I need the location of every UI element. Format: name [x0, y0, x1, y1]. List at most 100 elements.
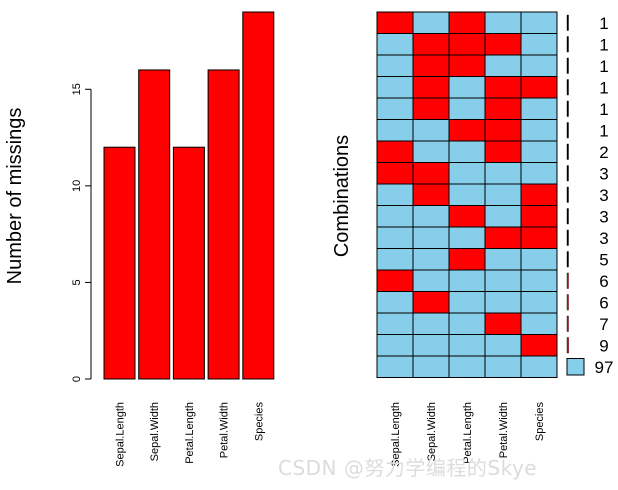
combination-proportion-bar [566, 165, 569, 182]
combination-count-label: 6 [599, 272, 608, 291]
combination-count-label: 1 [599, 121, 608, 140]
combination-proportion-bar [566, 229, 569, 246]
combination-cell [376, 183, 414, 206]
combination-cell [376, 355, 414, 378]
combination-cell [412, 140, 450, 163]
combination-count-label: 6 [599, 293, 608, 312]
combination-cell [448, 11, 486, 34]
combination-cell [376, 248, 414, 271]
bar [103, 146, 136, 380]
combination-cell [520, 312, 558, 335]
bar [138, 69, 171, 380]
combination-cell [448, 140, 486, 163]
combination-count-label: 1 [599, 78, 608, 97]
combination-cell [448, 269, 486, 292]
combinations-heatmap: Combinations 1 1 1 1 1 1 2 3 3 3 3 5 6 6 7 9 97 Sepal.Leng… [331, 11, 614, 467]
combination-cell [412, 205, 450, 228]
combination-cell [376, 334, 414, 357]
x-variable-label: Sepal.Width [426, 402, 438, 461]
combination-cell [484, 54, 522, 77]
combination-cell [520, 140, 558, 163]
combination-cell [412, 312, 450, 335]
combination-cell [376, 140, 414, 163]
combination-cell [448, 162, 486, 185]
combination-cell [520, 269, 558, 292]
combination-cell [412, 162, 450, 185]
combination-cell [520, 334, 558, 357]
combination-cell [484, 334, 522, 357]
combination-cell [376, 312, 414, 335]
combination-cell [412, 291, 450, 314]
combination-cell [376, 97, 414, 120]
combination-count-label: 1 [599, 100, 608, 119]
combination-cell [448, 312, 486, 335]
combination-proportion-bar [566, 122, 569, 139]
combination-cell [412, 226, 450, 249]
combination-cell [484, 183, 522, 206]
combination-cell [520, 76, 558, 99]
x-variable-label: Petal.Length [462, 402, 474, 464]
combination-count-label: 3 [599, 164, 608, 183]
combination-proportion-bar [566, 186, 569, 203]
x-variable-label: Sepal.Length [390, 402, 402, 467]
combination-cell [448, 183, 486, 206]
combination-cell [520, 54, 558, 77]
combination-proportion-bar [566, 251, 569, 268]
combination-cell [484, 248, 522, 271]
combination-cell [484, 291, 522, 314]
combination-cell [448, 97, 486, 120]
combination-cell [520, 97, 558, 120]
combination-count-label: 1 [599, 35, 608, 54]
x-category-label: Species [253, 402, 265, 442]
combination-cell [448, 76, 486, 99]
combination-cell [448, 54, 486, 77]
combination-cell [520, 162, 558, 185]
combination-cell [520, 33, 558, 56]
combination-cell [520, 11, 558, 34]
combination-cell [412, 54, 450, 77]
y-tick-label: 15 [71, 83, 83, 95]
bar [207, 69, 240, 380]
combination-cell [412, 334, 450, 357]
combination-proportion-bar [566, 208, 569, 225]
x-variable-label: Species [534, 402, 546, 442]
combination-cell [520, 355, 558, 378]
combination-cell [484, 205, 522, 228]
y-tick-label: 10 [71, 180, 83, 192]
combination-cell [484, 140, 522, 163]
combination-proportion-bar [566, 14, 569, 31]
y-tick-label: 5 [71, 279, 83, 285]
combination-cell [484, 226, 522, 249]
combination-cell [376, 269, 414, 292]
combination-count-label: 5 [599, 250, 608, 269]
x-category-label: Petal.Length [184, 402, 196, 464]
y-axis-label: Combinations [331, 135, 353, 257]
missing-count-bar-chart: 0 5 10 15 Number of missings Sepal.Length Sepa… [4, 11, 275, 467]
combination-cell [484, 355, 522, 378]
combination-cell [484, 312, 522, 335]
combination-cell [376, 33, 414, 56]
combination-cell [448, 291, 486, 314]
combination-count-label: 1 [599, 57, 608, 76]
combination-count-label: 97 [595, 358, 614, 377]
combination-cell [448, 334, 486, 357]
combination-cell [520, 205, 558, 228]
combination-count-label: 9 [599, 336, 608, 355]
combination-cell [484, 162, 522, 185]
combination-count-label: 3 [599, 186, 608, 205]
bar [242, 11, 275, 380]
bar [172, 146, 205, 380]
combination-proportion-bar [566, 337, 569, 354]
y-axis-label: Number of missings [4, 108, 26, 285]
combination-proportion-bar [566, 143, 569, 160]
combination-cell [448, 33, 486, 56]
combination-proportion-bar [566, 272, 569, 289]
combination-cell [520, 291, 558, 314]
combination-cell [484, 269, 522, 292]
combination-count-label: 1 [599, 14, 608, 33]
combination-cell [520, 119, 558, 142]
combination-cell [520, 248, 558, 271]
combination-cell [376, 291, 414, 314]
combination-cell [412, 183, 450, 206]
combination-proportion-bar [566, 100, 569, 117]
